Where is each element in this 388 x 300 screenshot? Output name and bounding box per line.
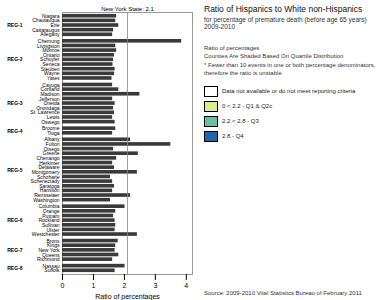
svg-text:4: 4 [184, 282, 188, 289]
svg-text:Ratio of percentages: Ratio of percentages [95, 293, 160, 300]
svg-text:Greene: Greene [42, 150, 60, 157]
svg-text:Rockland: Rockland [38, 217, 60, 224]
svg-text:Jefferson: Jefferson [39, 95, 60, 102]
html-text:Ratio of Hispanics to White no: Ratio of Hispanics to White non-Hispanic… [204, 4, 363, 14]
svg-text:Monroe: Monroe [42, 47, 60, 54]
svg-text:Cattaraugus: Cattaraugus [32, 26, 60, 33]
html-text:2009-2010: 2009-2010 [204, 23, 236, 30]
svg-text:Oswego: Oswego [41, 119, 60, 125]
svg-text:St. Lawrence: St. Lawrence [30, 109, 60, 116]
svg-text:Allegany: Allegany [40, 31, 60, 37]
svg-text:Fulton: Fulton [45, 141, 60, 147]
svg-text:Washington: Washington [33, 197, 59, 203]
html-text:Data not available or do not m: Data not available or do not meet report… [222, 88, 356, 95]
svg-text:Broome: Broome [42, 125, 60, 132]
svg-text:Rensselaer: Rensselaer [34, 192, 60, 199]
svg-text:Lewis: Lewis [46, 114, 60, 121]
svg-text:Schoharie: Schoharie [37, 173, 60, 180]
svg-text:REG-8: REG-8 [7, 265, 23, 271]
svg-text:Westchester: Westchester [32, 231, 60, 237]
svg-text:Delaware: Delaware [38, 164, 60, 171]
svg-text:Erie: Erie [50, 22, 60, 29]
svg-text:Ulster: Ulster [46, 226, 60, 233]
svg-text:Montgomery: Montgomery [31, 168, 60, 175]
svg-text:0: 0 [61, 282, 65, 289]
svg-text:Schuyler: Schuyler [40, 56, 60, 63]
svg-text:Yates: Yates [47, 75, 60, 81]
svg-text:Kings: Kings [47, 242, 60, 249]
html-text:2.2 < 2.8 - Q3: 2.2 < 2.8 - Q3 [222, 118, 259, 125]
html-text:Source: 2009-2010 Vital Statis: Source: 2009-2010 Vital Statistics Burea… [204, 290, 362, 296]
svg-text:REG-3: REG-3 [7, 100, 23, 106]
svg-text:Sullivan: Sullivan [42, 221, 60, 228]
svg-text:REG-2: REG-2 [7, 56, 23, 62]
svg-text:Putnam: Putnam [42, 212, 60, 219]
svg-text:Livingston: Livingston [37, 42, 60, 49]
svg-text:Richmond: Richmond [37, 256, 60, 262]
svg-text:Ontario: Ontario [43, 51, 60, 58]
html-text:0 < 2.2 - Q1 & Q2c: 0 < 2.2 - Q1 & Q2c [222, 103, 273, 110]
svg-text:Cortland: Cortland [40, 86, 60, 93]
svg-text:1: 1 [91, 282, 95, 289]
svg-text:Otsego: Otsego [43, 145, 60, 152]
html-text:for percentage of premature de: for percentage of premature death (befor… [204, 16, 367, 23]
svg-text:Chemung: Chemung [37, 37, 60, 44]
svg-text:Albany: Albany [44, 136, 60, 143]
svg-text:Queens: Queens [42, 251, 60, 258]
svg-text:Niagara: Niagara [42, 12, 60, 19]
svg-text:3: 3 [153, 282, 157, 289]
svg-text:Seneca: Seneca [42, 61, 60, 68]
html-text:2.8 - Q4: 2.8 - Q4 [222, 133, 244, 140]
svg-text:Saratoga: Saratoga [39, 182, 60, 189]
svg-text:REG-6: REG-6 [7, 217, 23, 223]
svg-text:New York: New York [38, 246, 60, 253]
html-text:* Fewer than 10 events in one: * Fewer than 10 events in one or both pe… [204, 61, 376, 77]
svg-text:Hamilton: Hamilton [39, 187, 60, 194]
svg-text:Chenango: Chenango [36, 155, 60, 161]
svg-text:2: 2 [122, 282, 126, 289]
svg-text:Nassau: Nassau [42, 262, 60, 269]
html-text:Ratio of percentages: Ratio of percentages [204, 45, 260, 51]
svg-text:Bronx: Bronx [46, 237, 60, 244]
svg-text:New York State: 2.1: New York State: 2.1 [101, 6, 154, 12]
html-text:Counties Are Shaded Based On Q: Counties Are Shaded Based On Quartile Di… [204, 53, 344, 60]
svg-text:Madison: Madison [40, 90, 60, 97]
svg-text:Columbia: Columbia [38, 203, 60, 210]
svg-text:Tioga: Tioga [47, 130, 60, 136]
svg-text:Cayuga: Cayuga [42, 81, 60, 88]
svg-text:Oneida: Oneida [43, 100, 60, 107]
svg-text:Steuben: Steuben [40, 65, 60, 72]
svg-text:REG-7: REG-7 [7, 247, 23, 253]
svg-text:Chautauqua: Chautauqua [32, 17, 60, 24]
svg-text:Onondaga: Onondaga [36, 104, 60, 111]
svg-text:Wayne: Wayne [44, 70, 60, 77]
svg-text:Orange: Orange [42, 207, 60, 214]
svg-text:REG-5: REG-5 [7, 167, 23, 173]
svg-text:Schenectady: Schenectady [30, 178, 60, 185]
svg-text:Herkimer: Herkimer [39, 159, 60, 166]
svg-text:Suffolk: Suffolk [44, 267, 60, 273]
svg-text:REG-4: REG-4 [7, 128, 23, 134]
svg-text:REG-1: REG-1 [7, 22, 23, 28]
